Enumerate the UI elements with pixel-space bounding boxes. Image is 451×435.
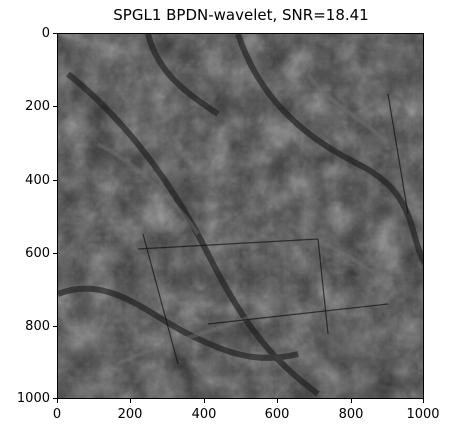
x-tick-mark — [277, 399, 278, 403]
x-tick-label: 0 — [52, 407, 62, 422]
x-tick-label: 200 — [117, 407, 143, 422]
y-tick-label: 600 — [25, 246, 50, 261]
x-tick-label: 600 — [264, 407, 290, 422]
x-tick-mark — [204, 399, 205, 403]
x-tick-mark — [130, 399, 131, 403]
y-tick-mark — [53, 106, 57, 107]
reconstructed-image — [58, 34, 423, 398]
y-tick-mark — [53, 326, 57, 327]
plot-title: SPGL1 BPDN-wavelet, SNR=18.41 — [113, 6, 369, 24]
x-tick-label: 1000 — [406, 407, 440, 422]
y-tick-label: 1000 — [16, 391, 50, 406]
y-tick-mark — [53, 253, 57, 254]
image-axes — [57, 33, 424, 399]
x-tick-label: 400 — [191, 407, 217, 422]
x-tick-mark — [423, 399, 424, 403]
x-tick-mark — [351, 399, 352, 403]
y-tick-label: 400 — [25, 173, 50, 188]
dark-ridges — [58, 34, 423, 397]
y-tick-label: 800 — [25, 319, 50, 334]
y-tick-label: 200 — [25, 99, 50, 114]
x-tick-label: 800 — [338, 407, 364, 422]
y-tick-mark — [53, 398, 57, 399]
x-tick-mark — [57, 399, 58, 403]
y-tick-mark — [53, 33, 57, 34]
fine-cracks — [137, 93, 409, 365]
y-tick-label: 0 — [41, 26, 50, 41]
y-tick-mark — [53, 180, 57, 181]
